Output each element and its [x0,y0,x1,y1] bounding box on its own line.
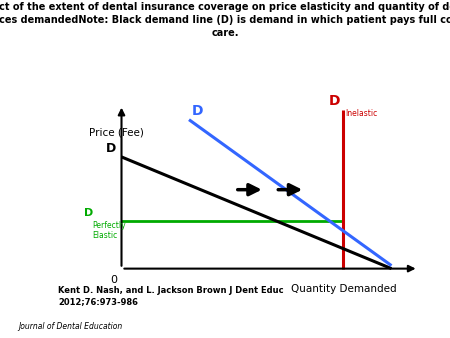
Text: Quantity Demanded: Quantity Demanded [291,284,397,293]
Text: Journal of Dental Education: Journal of Dental Education [18,322,122,331]
Text: 0: 0 [110,274,117,285]
Text: Inelastic: Inelastic [346,109,378,118]
Text: D: D [328,94,340,108]
Text: Price (Fee): Price (Fee) [89,127,144,137]
Text: Perfectly
Elastic: Perfectly Elastic [92,221,126,240]
Text: D: D [192,104,203,118]
Text: Impact of the extent of dental insurance coverage on price elasticity and quanti: Impact of the extent of dental insurance… [0,2,450,38]
Text: D: D [106,142,116,155]
Text: Kent D. Nash, and L. Jackson Brown J Dent Educ
2012;76:973-986: Kent D. Nash, and L. Jackson Brown J Den… [58,286,284,307]
Text: D: D [84,208,93,218]
